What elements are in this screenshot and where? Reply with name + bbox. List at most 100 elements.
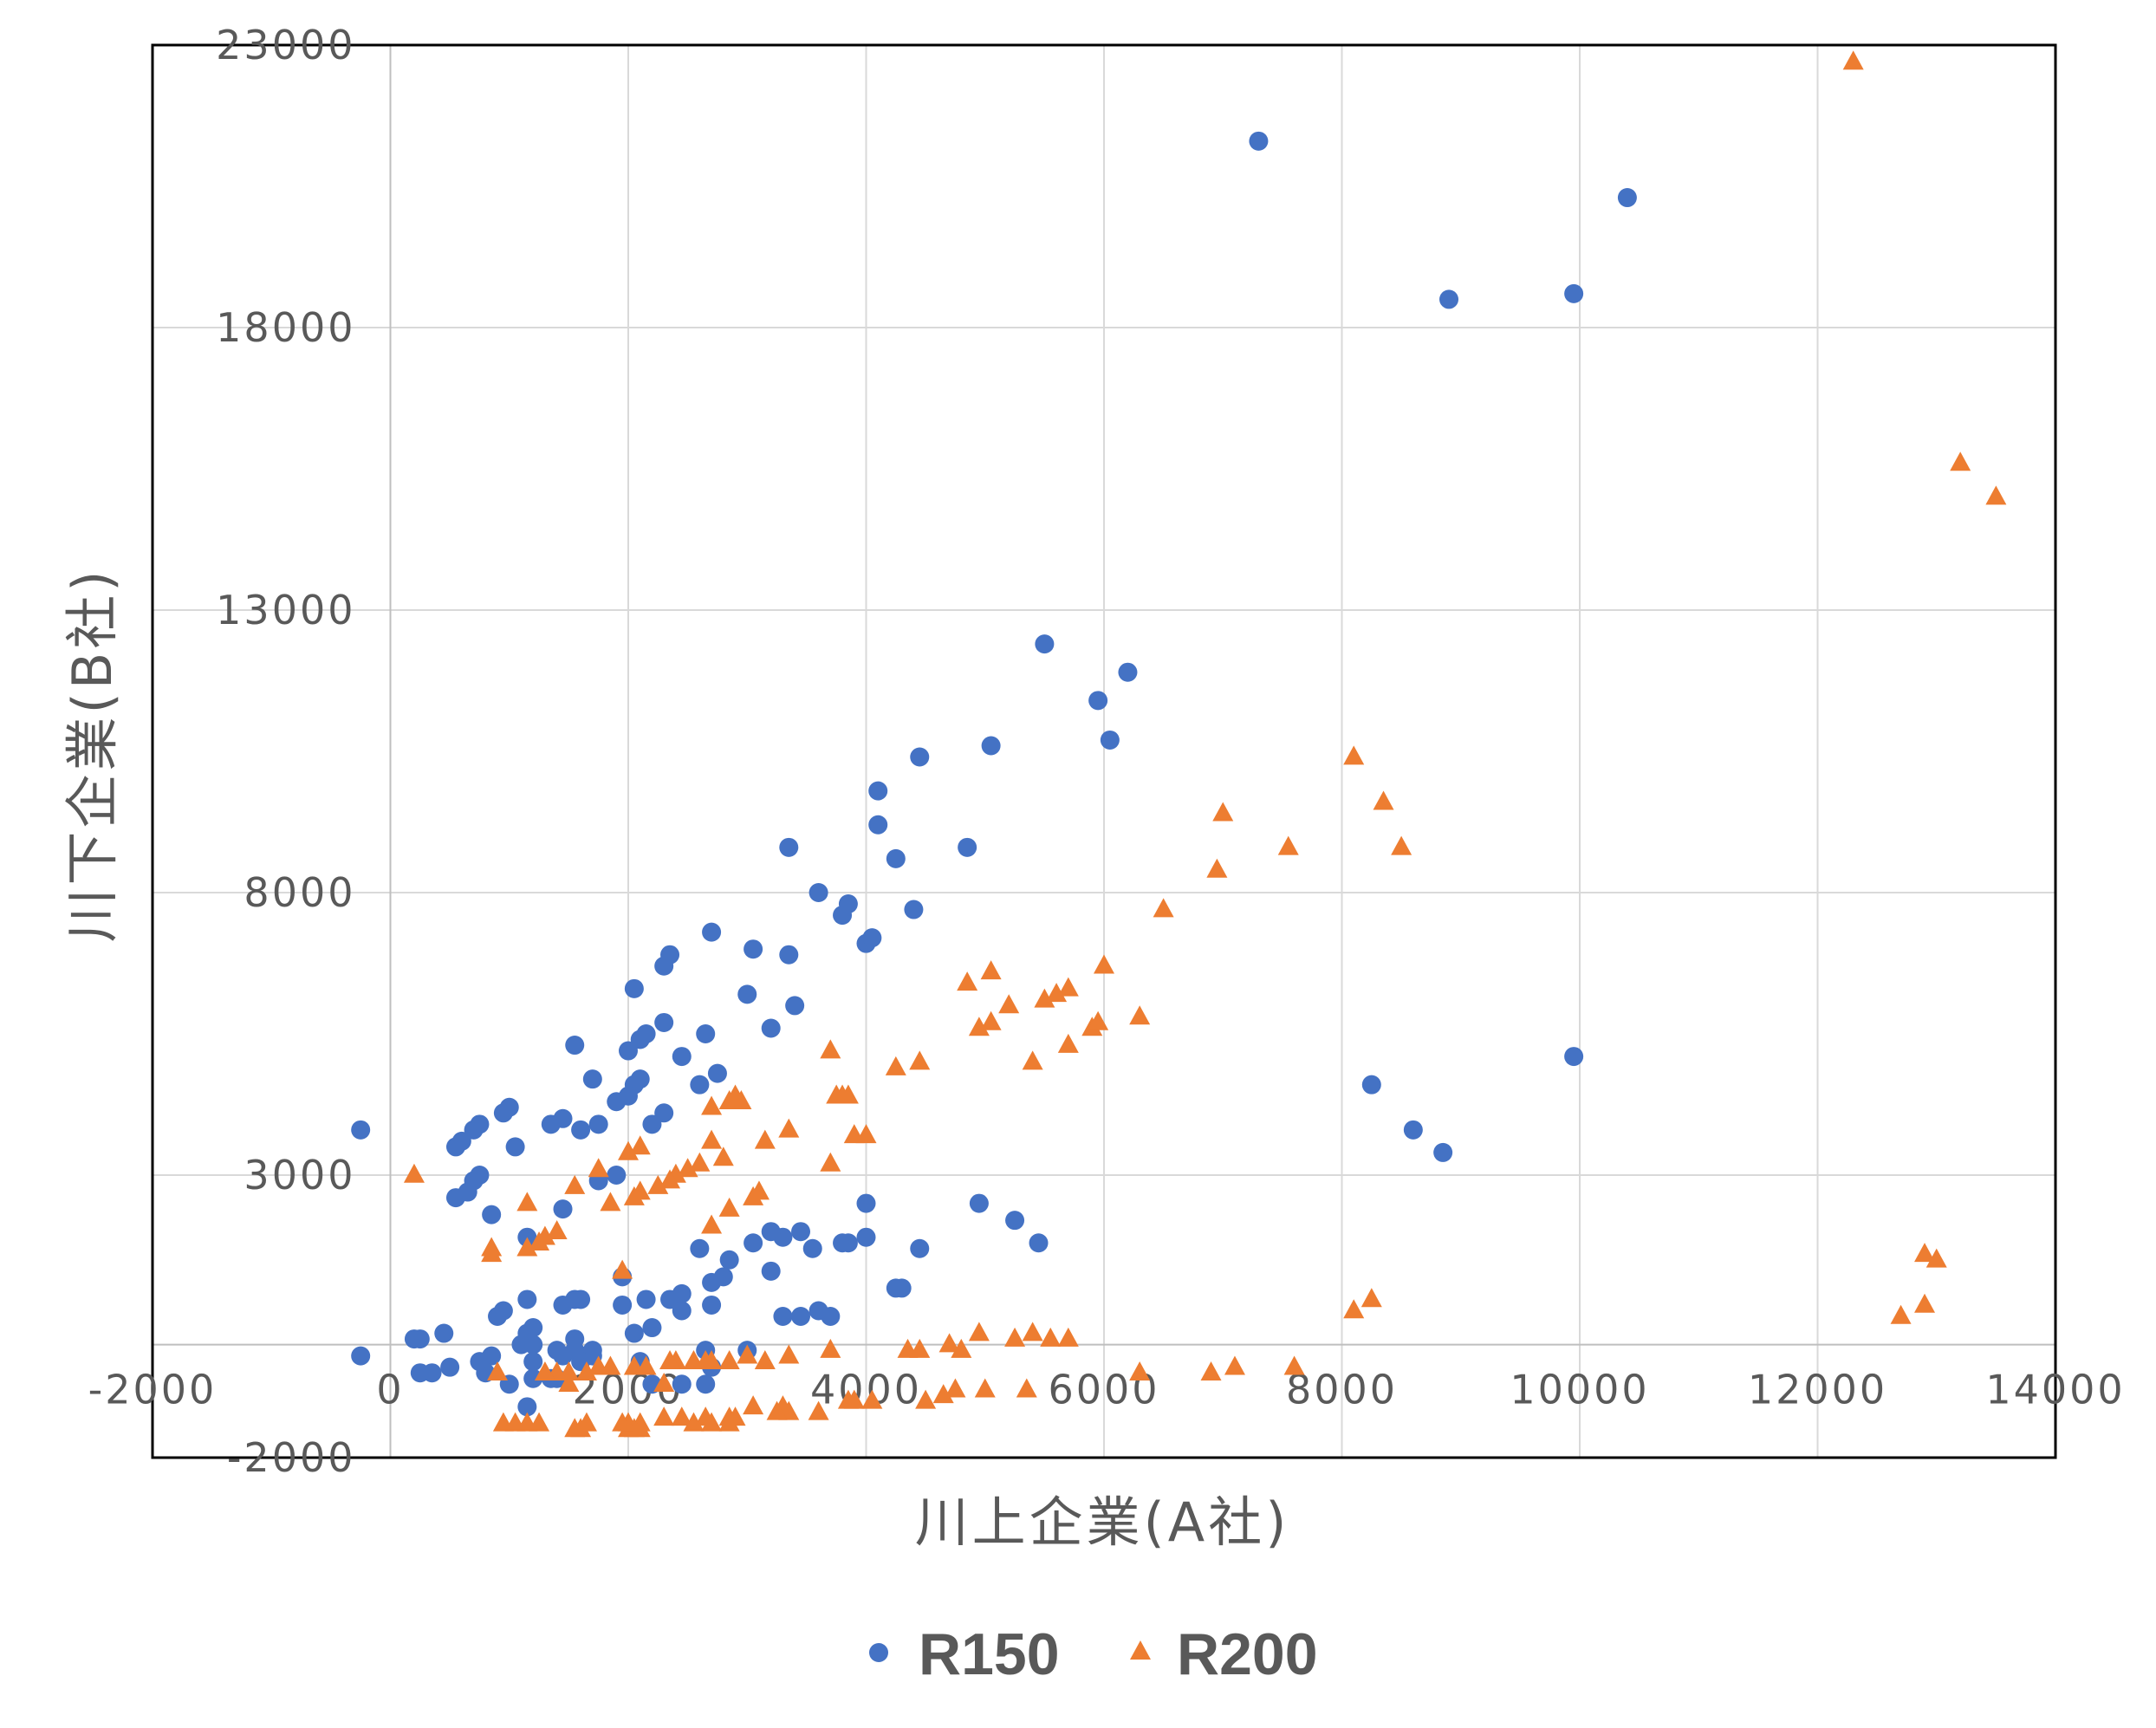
data-point-r200 xyxy=(915,1389,937,1409)
data-point-r200 xyxy=(1040,1327,1062,1347)
data-point-r200 xyxy=(820,1152,841,1172)
y-axis-title: 川下企業(B社) xyxy=(61,568,124,943)
data-point-r200 xyxy=(1129,1361,1151,1380)
data-point-r200 xyxy=(546,1220,568,1239)
data-point-r200 xyxy=(487,1361,509,1380)
data-point-r200 xyxy=(1034,988,1055,1008)
data-point-r150 xyxy=(1433,1142,1453,1162)
data-point-r200 xyxy=(778,1118,800,1138)
data-point-r200 xyxy=(1343,1299,1365,1319)
data-point-r200 xyxy=(968,1017,990,1036)
data-point-r150 xyxy=(696,1374,716,1394)
data-point-r150 xyxy=(493,1103,513,1123)
x-tick-label: 12000 xyxy=(1748,1367,1887,1413)
legend-marker-r200 xyxy=(1130,1640,1151,1660)
data-point-r200 xyxy=(1206,858,1228,878)
data-point-r150 xyxy=(613,1295,633,1315)
data-point-r200 xyxy=(909,1050,931,1070)
data-point-r150 xyxy=(904,900,924,919)
data-point-r200 xyxy=(689,1152,711,1172)
data-point-r150 xyxy=(434,1323,454,1343)
data-point-r200 xyxy=(1914,1243,1936,1263)
data-point-r200 xyxy=(737,1344,758,1364)
data-point-r150 xyxy=(802,1238,822,1258)
data-point-r150 xyxy=(654,956,674,976)
data-point-r200 xyxy=(588,1158,609,1178)
data-point-r150 xyxy=(981,736,1001,756)
data-point-r150 xyxy=(958,837,977,857)
data-point-r200 xyxy=(1890,1304,1912,1324)
data-point-r200 xyxy=(820,1039,841,1059)
data-point-r200 xyxy=(492,1412,514,1432)
data-point-r200 xyxy=(1212,802,1234,822)
data-point-r200 xyxy=(701,1214,723,1234)
data-point-r150 xyxy=(719,1250,739,1270)
data-point-r200 xyxy=(1283,1355,1305,1375)
data-point-r200 xyxy=(653,1406,675,1426)
data-point-r200 xyxy=(1914,1293,1936,1313)
y-tick-labels: -2000 3000 8000 13000 18000 23000 xyxy=(216,22,356,1481)
data-point-r200 xyxy=(957,971,978,991)
data-point-r200 xyxy=(766,1400,788,1420)
data-point-r150 xyxy=(737,984,757,1004)
data-point-r150 xyxy=(785,996,805,1016)
y-tick-label: -2000 xyxy=(227,1434,356,1481)
data-point-r200 xyxy=(826,1084,847,1104)
legend-label-r150: R150 xyxy=(919,1621,1060,1687)
data-point-r150 xyxy=(482,1205,502,1225)
data-point-r150 xyxy=(630,1069,650,1089)
data-point-r150 xyxy=(517,1290,537,1309)
data-point-r200 xyxy=(843,1124,865,1144)
data-point-r200 xyxy=(558,1373,580,1393)
data-point-r150 xyxy=(672,1047,692,1067)
data-point-r150 xyxy=(690,1238,710,1258)
data-point-r150 xyxy=(886,1278,906,1298)
data-point-r150 xyxy=(856,1227,876,1247)
data-point-r150 xyxy=(404,1329,424,1349)
data-point-r150 xyxy=(672,1283,692,1303)
data-point-r150 xyxy=(445,1188,465,1208)
data-point-r150 xyxy=(630,1030,650,1049)
data-point-r150 xyxy=(642,1114,662,1134)
data-point-r200 xyxy=(998,994,1020,1014)
data-point-r200 xyxy=(683,1349,705,1369)
data-point-r200 xyxy=(659,1349,681,1369)
data-point-r200 xyxy=(1985,485,2007,505)
data-point-r200 xyxy=(623,1186,645,1205)
data-point-r200 xyxy=(683,1412,705,1432)
data-point-r150 xyxy=(511,1335,531,1354)
data-point-r150 xyxy=(1005,1211,1025,1231)
data-point-r200 xyxy=(754,1349,776,1369)
data-point-r200 xyxy=(945,1378,966,1398)
y-tick-label: 8000 xyxy=(244,869,355,916)
data-point-r150 xyxy=(654,1103,674,1123)
data-point-r200 xyxy=(1004,1327,1026,1347)
data-point-r200 xyxy=(1925,1248,1947,1268)
data-point-r200 xyxy=(612,1412,633,1432)
data-point-r200 xyxy=(701,1095,723,1115)
data-point-r200 xyxy=(623,1355,645,1375)
plot-area-border xyxy=(151,43,2057,1459)
data-point-r150 xyxy=(410,1363,430,1383)
data-point-r200 xyxy=(1088,1010,1109,1030)
data-point-r200 xyxy=(837,1389,859,1409)
data-point-r150 xyxy=(607,1166,627,1185)
data-point-r200 xyxy=(743,1186,764,1205)
data-point-r200 xyxy=(1057,1033,1079,1053)
data-point-r200 xyxy=(1057,1327,1079,1347)
data-point-r200 xyxy=(820,1338,841,1358)
data-point-r150 xyxy=(523,1368,543,1388)
data-point-r150 xyxy=(702,922,722,942)
data-point-r150 xyxy=(910,1238,930,1258)
data-point-r150 xyxy=(773,1307,793,1326)
data-point-r150 xyxy=(565,1036,585,1056)
data-point-r150 xyxy=(707,1063,727,1083)
data-point-r150 xyxy=(672,1301,692,1321)
data-point-r150 xyxy=(541,1114,561,1134)
data-point-r150 xyxy=(571,1120,591,1140)
data-point-r200 xyxy=(671,1406,692,1426)
data-point-r200 xyxy=(1373,790,1394,810)
data-point-r150 xyxy=(696,1024,716,1043)
data-point-r200 xyxy=(659,1169,681,1189)
